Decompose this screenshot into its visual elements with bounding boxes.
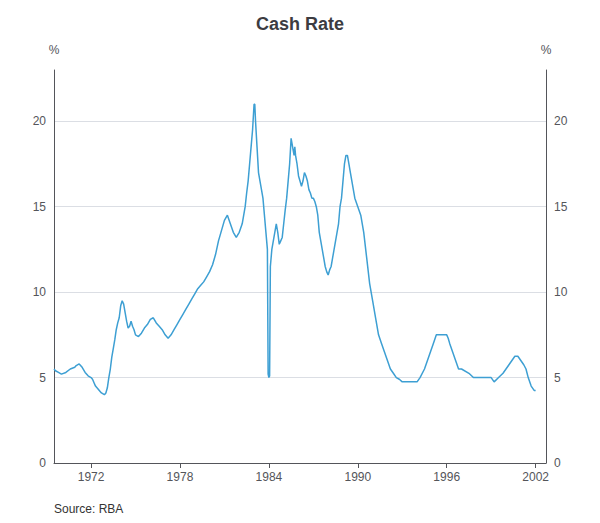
svg-text:1990: 1990: [344, 470, 371, 484]
svg-text:15: 15: [554, 200, 568, 214]
svg-text:Source: RBA: Source: RBA: [54, 502, 123, 516]
svg-text:10: 10: [33, 285, 47, 299]
svg-text:%: %: [49, 43, 60, 57]
svg-text:1996: 1996: [433, 470, 460, 484]
svg-text:0: 0: [39, 456, 46, 470]
svg-text:20: 20: [554, 114, 568, 128]
svg-text:5: 5: [39, 371, 46, 385]
svg-text:15: 15: [33, 200, 47, 214]
svg-text:20: 20: [33, 114, 47, 128]
svg-text:Cash Rate: Cash Rate: [256, 14, 344, 34]
svg-text:5: 5: [554, 371, 561, 385]
svg-text:1984: 1984: [256, 470, 283, 484]
svg-text:2002: 2002: [522, 470, 549, 484]
svg-text:%: %: [541, 43, 552, 57]
svg-text:1978: 1978: [167, 470, 194, 484]
svg-text:0: 0: [554, 456, 561, 470]
svg-text:10: 10: [554, 285, 568, 299]
svg-text:1972: 1972: [78, 470, 105, 484]
